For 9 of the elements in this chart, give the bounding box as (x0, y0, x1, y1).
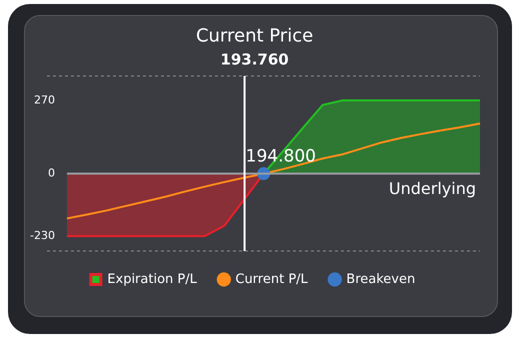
y-tick-label: 0 (48, 166, 55, 180)
legend-label: Expiration P/L (107, 272, 198, 287)
y-tick-label: 270 (34, 93, 55, 106)
annotation: 194.800 (246, 146, 316, 167)
y-tick-label: -230 (30, 228, 55, 242)
x-axis-title: Underlying (388, 178, 476, 198)
legend-label: Current P/L (235, 272, 309, 287)
legend-label: Breakeven (346, 272, 416, 287)
text: Current Price 193.760 (196, 26, 314, 68)
